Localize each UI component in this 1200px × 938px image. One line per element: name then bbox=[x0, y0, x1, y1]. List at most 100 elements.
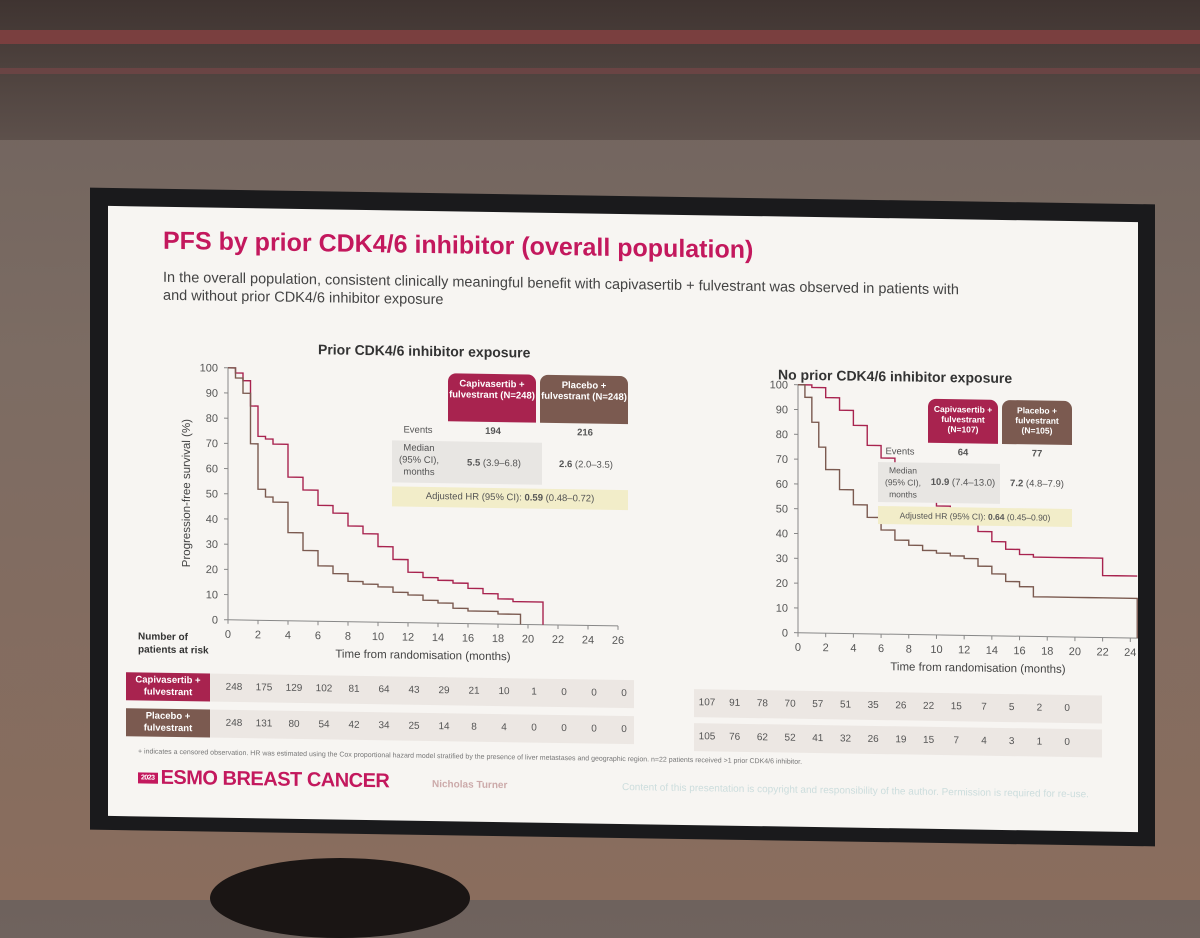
left-y-tick-label: 50 bbox=[206, 488, 218, 500]
left-x-axis bbox=[228, 620, 618, 626]
left-capi-risk-value: 29 bbox=[431, 685, 457, 696]
truss-beam bbox=[0, 30, 1200, 44]
left-y-axis-label: Progression-free survival (%) bbox=[181, 419, 193, 568]
slide-copyright: Content of this presentation is copyrigh… bbox=[622, 782, 1089, 800]
right-capi-median-value: 10.9 bbox=[931, 477, 950, 488]
left-placebo-risk-value: 54 bbox=[311, 719, 337, 730]
left-placebo-median-ci: (2.0–3.5) bbox=[575, 459, 613, 471]
left-placebo-risk-value: 25 bbox=[401, 721, 427, 732]
slide-title: PFS by prior CDK4/6 inhibitor (overall p… bbox=[163, 227, 753, 265]
left-hr-ci: (0.48–0.72) bbox=[546, 493, 595, 505]
risk-label-placebo: Placebo + fulvestrant bbox=[126, 708, 210, 737]
right-placebo-risk-value: 15 bbox=[916, 735, 942, 746]
right-x-tick-label: 22 bbox=[1096, 646, 1108, 658]
left-x-tick-label: 14 bbox=[432, 632, 444, 644]
right-placebo-risk-value: 52 bbox=[777, 732, 803, 743]
right-placebo-header: Placebo + fulvestrant (N=105) bbox=[1002, 400, 1072, 445]
left-capi-risk-value: 102 bbox=[311, 683, 337, 694]
right-hr-ci: (0.45–0.90) bbox=[1007, 512, 1050, 523]
left-capi-risk-value: 10 bbox=[491, 686, 517, 697]
right-hr-label: Adjusted HR (95% CI): bbox=[900, 510, 986, 521]
right-placebo-risk-value: 0 bbox=[1054, 737, 1080, 748]
right-placebo-risk-value: 105 bbox=[694, 731, 720, 742]
right-capi-median-ci: (7.4–13.0) bbox=[952, 477, 995, 489]
risk-table-heading: Number of patients at risk bbox=[138, 630, 218, 657]
truss-beam-lower bbox=[0, 68, 1200, 74]
left-hr-value: 0.59 bbox=[525, 492, 544, 503]
left-capi-risk-value: 0 bbox=[551, 687, 577, 698]
right-x-axis-label: Time from randomisation (months) bbox=[890, 661, 1065, 676]
right-y-tick-label: 70 bbox=[776, 454, 788, 466]
right-x-axis bbox=[798, 633, 1138, 639]
left-placebo-header: Placebo + fulvestrant (N=248) bbox=[540, 375, 628, 424]
right-y-tick-label: 80 bbox=[776, 429, 788, 441]
left-events-label: Events bbox=[393, 424, 443, 436]
right-placebo-median: 7.2 (4.8–7.9) bbox=[1000, 478, 1074, 490]
left-placebo-risk-value: 248 bbox=[221, 718, 247, 729]
left-x-axis-label: Time from randomisation (months) bbox=[335, 648, 510, 663]
right-y-tick-label: 90 bbox=[776, 404, 788, 416]
right-placebo-risk-value: 32 bbox=[833, 733, 859, 744]
left-x-tick-label: 12 bbox=[402, 632, 414, 644]
right-capi-risk-value: 7 bbox=[971, 701, 997, 712]
right-x-tick-label: 10 bbox=[930, 644, 942, 656]
right-y-tick-label: 0 bbox=[782, 627, 788, 639]
left-capi-risk-value: 0 bbox=[611, 688, 637, 699]
left-capi-header: Capivasertib + fulvestrant (N=248) bbox=[448, 373, 536, 422]
right-placebo-median-ci: (4.8–7.9) bbox=[1026, 478, 1064, 490]
left-x-tick-label: 20 bbox=[522, 633, 534, 645]
right-capi-risk-value: 107 bbox=[694, 697, 720, 708]
right-placebo-risk-value: 7 bbox=[943, 735, 969, 746]
left-capi-risk-value: 129 bbox=[281, 683, 307, 694]
right-capi-risk-value: 51 bbox=[833, 699, 859, 710]
left-hr-bar: Adjusted HR (95% CI): 0.59 (0.48–0.72) bbox=[392, 486, 628, 510]
left-placebo-risk-value: 34 bbox=[371, 720, 397, 731]
right-y-tick-label: 100 bbox=[770, 379, 788, 391]
left-y-tick-label: 30 bbox=[206, 539, 218, 551]
left-y-tick-label: 100 bbox=[200, 362, 218, 374]
right-y-tick-label: 20 bbox=[776, 578, 788, 590]
left-x-tick-label: 6 bbox=[315, 630, 321, 642]
left-capi-median: 5.5 (3.9–6.8) bbox=[450, 457, 538, 469]
left-y-tick-label: 60 bbox=[206, 463, 218, 475]
right-hr-bar: Adjusted HR (95% CI): 0.64 (0.45–0.90) bbox=[878, 506, 1072, 527]
left-y-tick-label: 20 bbox=[206, 564, 218, 576]
right-x-tick-label: 20 bbox=[1069, 646, 1081, 658]
slide-subtitle: In the overall population, consistent cl… bbox=[163, 269, 963, 318]
right-x-tick-label: 18 bbox=[1041, 646, 1053, 658]
left-y-tick-label: 40 bbox=[206, 514, 218, 526]
right-capi-median: 10.9 (7.4–13.0) bbox=[926, 477, 1000, 489]
left-x-tick-label: 8 bbox=[345, 631, 351, 643]
left-placebo-risk-value: 0 bbox=[551, 723, 577, 734]
left-placebo-events: 216 bbox=[545, 427, 625, 439]
right-x-tick-label: 24 bbox=[1124, 647, 1136, 659]
left-capi-events: 194 bbox=[453, 425, 533, 437]
right-capi-risk-value: 78 bbox=[749, 698, 775, 709]
right-x-tick-label: 4 bbox=[850, 643, 856, 655]
right-placebo-risk-value: 1 bbox=[1026, 736, 1052, 747]
left-placebo-median: 2.6 (2.0–3.5) bbox=[542, 459, 630, 471]
left-placebo-risk-value: 14 bbox=[431, 721, 457, 732]
right-capi-risk-value: 15 bbox=[943, 701, 969, 712]
left-x-tick-label: 18 bbox=[492, 633, 504, 645]
right-y-tick-label: 30 bbox=[776, 553, 788, 565]
left-placebo-risk-value: 4 bbox=[491, 722, 517, 733]
left-capi-risk-value: 248 bbox=[221, 682, 247, 693]
ceiling-truss bbox=[0, 0, 1200, 140]
left-capi-risk-value: 0 bbox=[581, 687, 607, 698]
left-capi-risk-value: 81 bbox=[341, 684, 367, 695]
left-y-tick-label: 70 bbox=[206, 438, 218, 450]
right-x-tick-label: 14 bbox=[986, 645, 998, 657]
right-x-tick-label: 12 bbox=[958, 644, 970, 656]
right-placebo-risk-value: 62 bbox=[749, 732, 775, 743]
right-capi-header: Capivasertib + fulvestrant (N=107) bbox=[928, 399, 998, 444]
right-y-tick-label: 40 bbox=[776, 528, 788, 540]
left-y-tick-label: 10 bbox=[206, 589, 218, 601]
left-placebo-risk-value: 80 bbox=[281, 719, 307, 730]
left-x-tick-label: 26 bbox=[612, 635, 624, 647]
right-capi-risk-value: 2 bbox=[1026, 702, 1052, 713]
left-median-label: Median (95% CI), months bbox=[394, 442, 444, 479]
